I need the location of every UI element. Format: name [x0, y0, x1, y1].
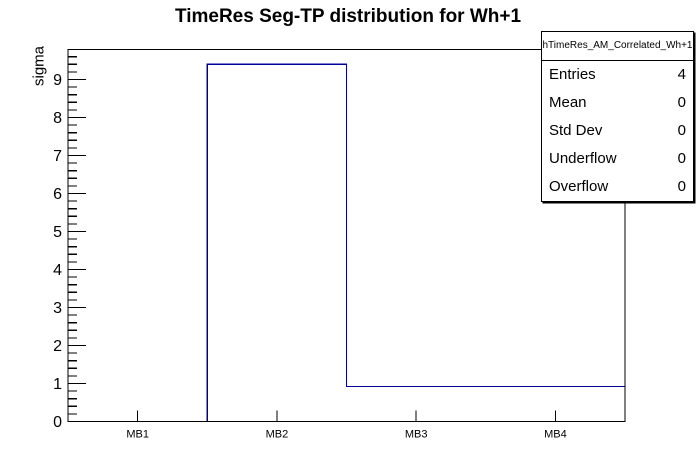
y-tick-label: 8	[53, 110, 62, 127]
stats-value: 0	[677, 122, 686, 139]
stats-label: Mean	[549, 94, 587, 111]
stats-value: 4	[677, 66, 686, 83]
stats-label: Std Dev	[549, 122, 603, 139]
x-tick-label: MB1	[126, 429, 149, 441]
stats-row: Underflow 0	[542, 145, 693, 173]
stats-label: Underflow	[549, 150, 617, 167]
x-tick-label: MB3	[405, 429, 428, 441]
y-tick-label: 6	[53, 186, 62, 203]
stats-value: 0	[677, 178, 686, 195]
x-tick-label: MB4	[544, 429, 567, 441]
stats-row: Std Dev 0	[542, 117, 693, 145]
stats-value: 0	[677, 94, 686, 111]
y-axis-title: sigma	[30, 45, 48, 87]
stats-label: Entries	[549, 66, 596, 83]
y-tick-label: 9	[53, 72, 62, 89]
stats-box: hTimeRes_AM_Correlated_Wh+1 Entries 4 Me…	[541, 31, 694, 202]
y-tick-label: 2	[53, 338, 62, 355]
y-tick-label: 4	[53, 262, 62, 279]
stats-row: Overflow 0	[542, 173, 693, 201]
stats-box-title: hTimeRes_AM_Correlated_Wh+1	[542, 32, 693, 61]
y-tick-label: 5	[53, 224, 62, 241]
x-tick-label: MB2	[266, 429, 289, 441]
stats-label: Overflow	[549, 178, 609, 195]
plot-frame	[67, 48, 626, 423]
stats-value: 0	[677, 150, 686, 167]
y-tick-label: 0	[53, 414, 62, 431]
chart-title: TimeRes Seg-TP distribution for Wh+1	[174, 6, 522, 27]
y-tick-label: 1	[53, 376, 62, 393]
y-tick-label: 3	[53, 300, 62, 317]
y-tick-label: 7	[53, 148, 62, 165]
stats-row: Mean 0	[542, 89, 693, 117]
histogram-line	[68, 63, 626, 423]
stats-row: Entries 4	[542, 61, 693, 89]
